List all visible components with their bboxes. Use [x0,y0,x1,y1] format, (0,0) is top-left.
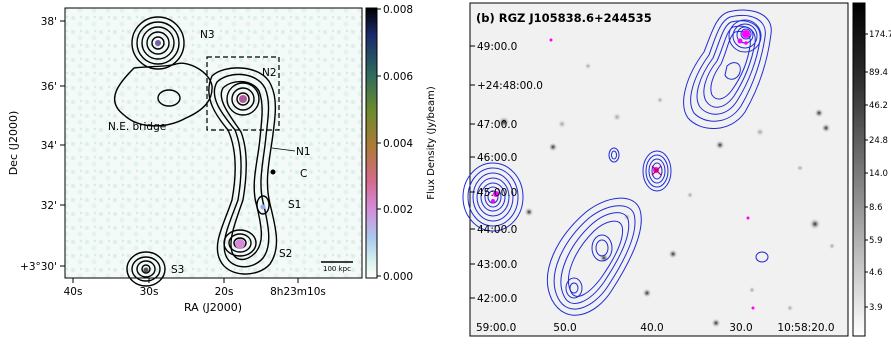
x-tick-label: 59:00.0 [476,322,516,334]
y-tick-label: 44:00.0 [477,224,517,236]
scale-bar-label: 100 kpc [323,265,351,273]
label-c: C [300,168,307,180]
colorbar-tick: 0.006 [383,71,413,83]
left-x-axis [72,278,299,283]
x-tick-label: 8h23m10s [270,286,326,298]
label-s3: S3 [171,264,184,276]
label-s2: S2 [279,248,292,260]
n1-leader [271,147,296,152]
x-tick-label: 30.0 [729,322,752,334]
left-image [64,7,363,279]
y-tick-label: 38' [41,16,57,28]
label-n1: N1 [296,146,311,158]
colorbar-tick: 24.8 [869,136,888,146]
x-axis-label: RA (J2000) [184,301,242,314]
colorbar-tick: 8.6 [869,203,883,213]
colorbar-label: Flux Density (Jy/beam) [426,86,437,200]
label-n3: N3 [200,29,215,41]
x-tick-label: 10:58:20.0 [777,322,834,334]
right-panel: (b) RGZ J105838.6+244535 49:00.0 +24:48:… [462,2,891,337]
colorbar-tick: 3.9 [869,303,883,313]
y-tick-label: +24:48:00.0 [477,80,543,92]
colorbar-tick: 14.0 [869,169,888,179]
colorbar-tick: 174.7 [869,30,891,40]
label-n2: N2 [262,67,277,79]
background-sources [498,62,836,328]
colorbar-tick: 4.6 [869,268,883,278]
left-colorbar [365,7,378,279]
colorbar-tick: 0.008 [383,4,413,16]
x-tick-label: 20s [215,286,234,298]
colorbar-tick: 0.004 [383,138,413,150]
colorbar-tick: 46.2 [869,101,888,111]
y-tick-label: 42:00.0 [477,293,517,305]
y-axis-label: Dec (J2000) [7,111,20,176]
y-tick-label: 46:00.0 [477,152,517,164]
right-contours [462,9,772,316]
y-tick-label: 36' [41,81,57,93]
colorbar-tick: 5.9 [869,236,883,246]
left-contours [113,16,278,287]
magenta-markers [491,30,755,310]
x-tick-label: 50.0 [553,322,576,334]
colorbar-tick: 89.4 [869,68,888,78]
x-tick-label: 40s [64,286,83,298]
y-tick-label: 47:00.0 [477,119,517,131]
left-emission [143,40,276,273]
core-cross [651,165,662,176]
label-ne-bridge: N.E. bridge [108,121,166,133]
right-colorbar [852,2,866,337]
y-tick-label: 34' [41,140,57,152]
x-tick-label: 30s [140,286,159,298]
y-tick-label: 43:00.0 [477,259,517,271]
y-tick-label: 49:00.0 [477,41,517,53]
colorbar-tick: 0.002 [383,204,413,216]
colorbar-tick: 0.000 [383,271,413,283]
y-tick-label: 45:00.0 [477,187,517,199]
label-s1: S1 [288,199,301,211]
y-tick-label: 32' [41,200,57,212]
right-title: (b) RGZ J105838.6+244535 [476,11,652,25]
left-panel: N3 N2 N1 C S1 S2 S3 N.E. bridge 100 kpc … [7,4,437,314]
right-image [469,2,849,337]
zoom-box [206,56,280,131]
left-y-axis [60,20,65,267]
x-tick-label: 40.0 [640,322,663,334]
y-tick-label: +3°30' [20,261,57,273]
right-y-axis [470,45,475,299]
